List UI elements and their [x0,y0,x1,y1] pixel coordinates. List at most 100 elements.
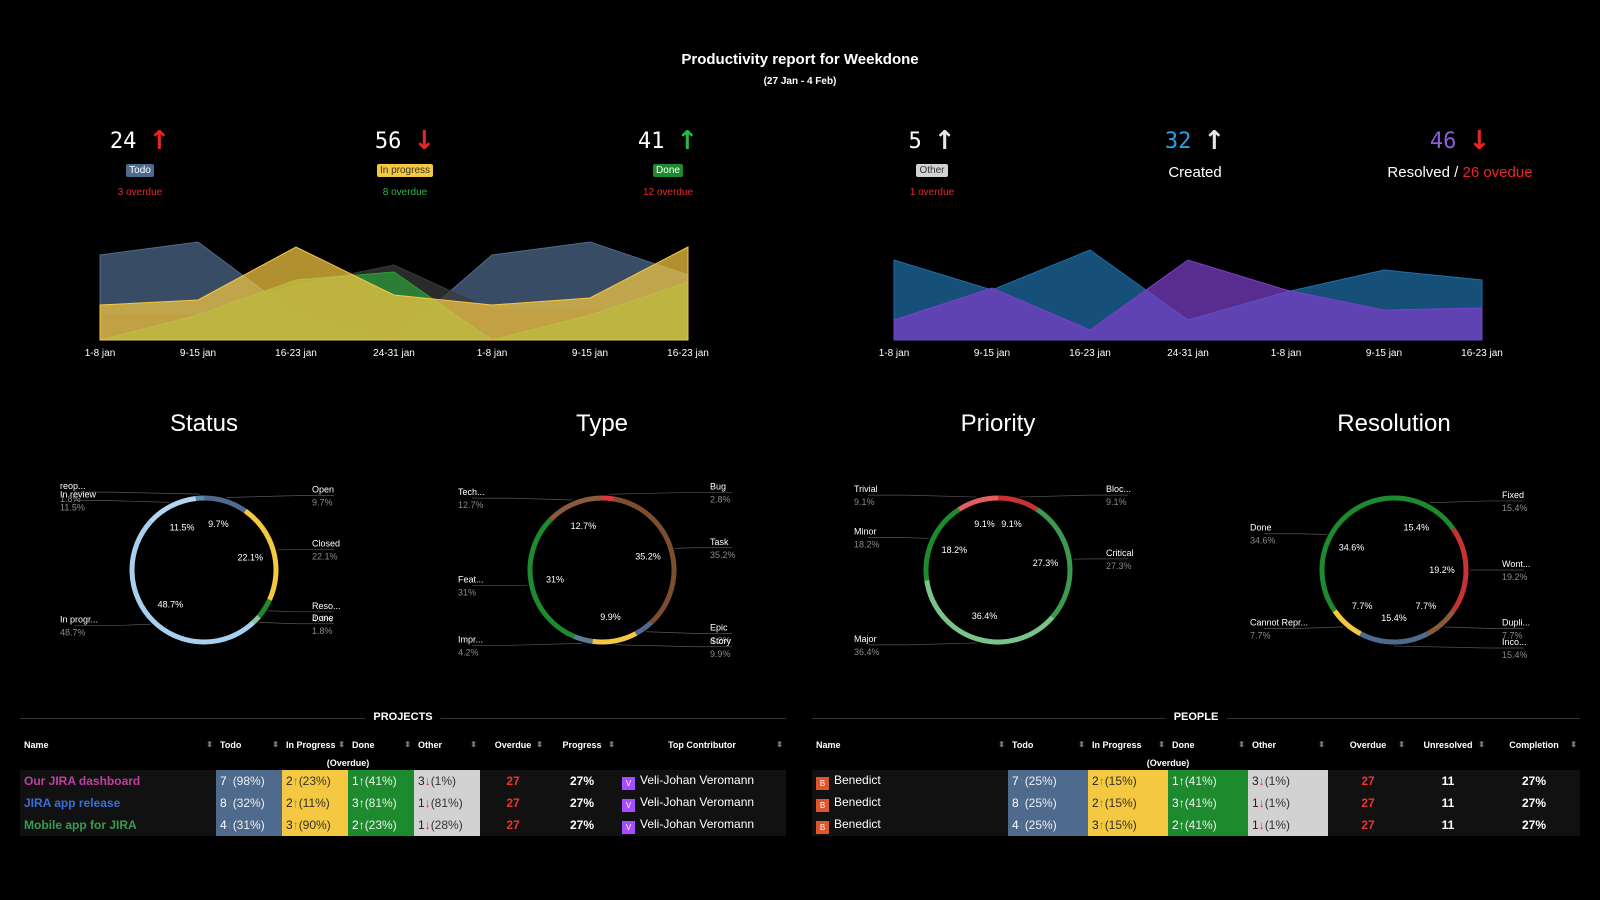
avatar: B [816,776,829,790]
donut-slice[interactable] [573,634,593,644]
slice-inner-value: 36.4% [972,611,998,621]
donut-slice[interactable] [957,495,999,512]
in-progress-cell: 3↑(15%) [1088,814,1168,836]
donut-slice[interactable] [997,495,1039,512]
column-header-other[interactable]: Other ⬍ [1252,740,1325,750]
callout-line [74,500,170,503]
arrow-up-icon: ↑ [292,774,299,788]
project-name-link: Our JIRA dashboard [24,774,141,788]
donut-slice[interactable] [1426,609,1456,636]
slice-label: Critical [1106,548,1134,558]
overdue-note: (Overdue) [326,758,370,768]
donut-slice[interactable] [1035,507,1073,619]
donut-slice[interactable] [614,496,677,625]
donut-slice[interactable] [548,495,603,522]
slice-value: 36.4% [854,647,880,657]
donut-slice[interactable] [1359,631,1429,645]
column-header-in-progress[interactable]: In Progress ⬍ [1092,740,1165,750]
column-header-completion[interactable]: Completion ⬍ [1509,740,1577,750]
column-header-overdue[interactable]: Overdue ⬍ [1349,740,1405,750]
column-header-todo[interactable]: Todo ⬍ [1012,740,1085,750]
unresolved-cell: 11 [1441,796,1455,810]
arrow-up-icon: ↑ [226,796,233,810]
column-header-unresolved[interactable]: Unresolved ⬍ [1423,740,1485,750]
donut-slice[interactable] [634,620,653,636]
arrow-up-icon: ↑ [933,126,956,156]
column-header-top-contributor[interactable]: Top Contributor ⬍ [668,740,783,750]
donut-slice[interactable] [924,579,1055,645]
callout-line [472,497,573,501]
project-name[interactable]: Mobile app for JIRA [20,814,216,836]
other-cell: 3↓(1%) [414,770,480,792]
kpi-in-progress: 56 ↓ In progress 8 overdue [315,128,495,198]
donut-slice[interactable] [129,520,255,645]
donut-slice[interactable] [1319,495,1395,613]
column-header-todo[interactable]: Todo ⬍ [220,740,279,750]
in-progress-cell: 3↑(90%) [282,814,348,836]
slice-inner-value: 15.4% [1404,523,1430,533]
overdue-cell: 27 [1361,796,1375,810]
table-row[interactable]: B Benedict 4↑(25%) 3↑(15%) 2↑(41%) 1↓(1%) 27 11… [812,814,1580,836]
sort-icon: ⬍ [272,740,279,749]
arrow-up-icon: ↑ [226,774,233,788]
arrow-down-icon: ↓ [424,774,431,788]
table-row[interactable]: B Benedict 8↑(25%) 2↑(15%) 3↑(41%) 1↓(1%) 27 11… [812,792,1580,814]
donut-slice[interactable] [592,631,638,645]
column-header-name[interactable]: Name ⬍ [816,740,1005,750]
person-name-cell[interactable]: B Benedict [812,814,1008,836]
column-header-in-progress[interactable]: In Progress ⬍ [286,740,345,750]
slice-inner-value: 7.7% [1352,601,1373,611]
column-header-overdue[interactable]: Overdue ⬍ [494,740,543,750]
donut-slice[interactable] [601,495,616,502]
top-contributor-cell: V Veli-Johan Veromann [618,792,786,814]
donut-slice[interactable] [1393,495,1456,531]
column-header-done[interactable]: Done ⬍ [352,740,411,750]
arrow-up-icon: ↑ [148,126,171,156]
slice-inner-value: 19.2% [1429,565,1455,575]
donut-slice[interactable] [923,507,961,581]
callout-line [226,495,334,498]
sort-icon: ⬍ [608,740,615,749]
chart-title-status: Status [169,410,239,437]
arrow-up-icon: ↑ [1203,126,1226,156]
donut-slice[interactable] [251,614,261,625]
slice-label: Minor [854,527,877,537]
callout-line [1264,626,1344,629]
projects-section-header: PROJECTS [20,708,786,728]
person-name-cell[interactable]: B Benedict [812,770,1008,792]
donut-slice[interactable] [1451,527,1469,613]
slice-label: Major [854,634,877,644]
project-name[interactable]: Our JIRA dashboard [20,770,216,792]
table-row[interactable]: JIRA app release 8↑(32%) 2↑(11%) 3↑(81%) 1↓(… [20,792,786,814]
x-tick-label: 1-8 jan [477,348,508,359]
donut-slice[interactable] [256,598,272,619]
person-name-cell[interactable]: B Benedict [812,792,1008,814]
table-row[interactable]: Our JIRA dashboard 7↑(98%) 2↑(23%) 1↑(41%) 3… [20,770,786,792]
project-name[interactable]: JIRA app release [20,792,216,814]
column-header-done[interactable]: Done ⬍ [1172,740,1245,750]
status-badge-in-progress: In progress [376,164,434,177]
slice-inner-value: 27.3% [1033,558,1059,568]
donut-slice[interactable] [203,495,247,514]
sort-icon: ⬍ [1318,740,1325,749]
donut-slice[interactable] [148,495,197,524]
chart-title-priority: Priority [960,410,1036,437]
slice-value: 34.6% [1250,536,1276,546]
donut-slice[interactable] [243,508,279,601]
callout-line [608,491,732,495]
slice-label: Bug [710,481,726,491]
kpi-value: 41 [637,128,665,154]
callout-line [277,549,334,551]
table-row[interactable]: B Benedict 7↑(25%) 2↑(15%) 1↑(41%) 3↓(1%) 27 11… [812,770,1580,792]
column-header-other[interactable]: Other ⬍ [418,740,477,750]
progress-cell: 27% [569,818,595,832]
donut-slice[interactable] [527,517,576,639]
column-header-name[interactable]: Name ⬍ [24,740,213,750]
arrow-up-icon: ↑ [1098,774,1105,788]
slice-value: 15.4% [1502,503,1528,513]
column-header-progress[interactable]: Progress ⬍ [562,740,615,750]
table-row[interactable]: Mobile app for JIRA 4↑(31%) 3↑(90%) 2↑(23%)… [20,814,786,836]
donut-slice[interactable] [1332,609,1362,636]
arrow-down-icon: ↓ [413,126,436,156]
slice-value: 18.2% [854,540,880,550]
